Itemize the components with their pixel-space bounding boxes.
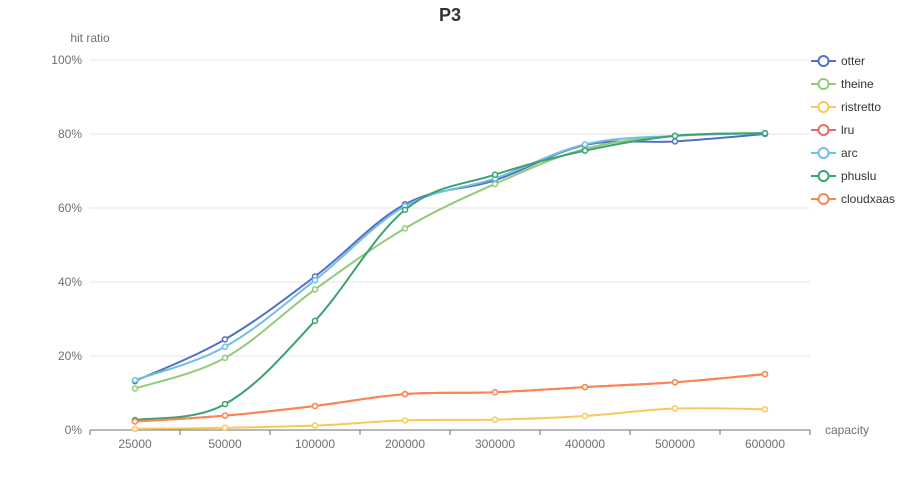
legend-item-theine[interactable]: theine: [811, 77, 874, 91]
data-point-arc[interactable]: [311, 276, 319, 284]
y-tick-label: 60%: [58, 201, 82, 215]
data-point-cloudxaas[interactable]: [581, 383, 589, 391]
data-point-ristretto[interactable]: [671, 405, 679, 412]
legend-marker-icon: [817, 147, 830, 159]
legend-item-lru[interactable]: lru: [811, 123, 854, 137]
legend-item-cloudxaas[interactable]: cloudxaas: [811, 192, 895, 206]
data-point-theine[interactable]: [311, 286, 319, 293]
legend-item-arc[interactable]: arc: [811, 146, 858, 160]
legend-marker-icon: [817, 124, 830, 136]
y-tick-label: 40%: [58, 275, 82, 289]
y-tick-label: 100%: [51, 53, 82, 67]
data-point-arc[interactable]: [131, 376, 139, 384]
data-point-cloudxaas[interactable]: [311, 402, 319, 410]
series-line-arc: [134, 132, 766, 381]
x-tick-label: 300000: [475, 437, 515, 451]
series-theine: [131, 129, 769, 392]
legend-marker-icon: [817, 193, 830, 205]
series-arc: [131, 130, 769, 384]
data-point-theine[interactable]: [221, 354, 229, 362]
legend-item-otter[interactable]: otter: [811, 54, 865, 68]
legend-item-phuslu[interactable]: phuslu: [811, 169, 876, 183]
legend-marker-icon: [817, 78, 830, 90]
data-point-phuslu[interactable]: [581, 147, 589, 154]
x-tick-label: 400000: [565, 437, 605, 451]
series-line-theine: [134, 131, 766, 390]
legend-label: otter: [841, 54, 865, 68]
data-point-cloudxaas[interactable]: [401, 390, 409, 398]
legend-label: ristretto: [841, 100, 881, 114]
data-point-ristretto[interactable]: [131, 425, 139, 433]
data-point-phuslu[interactable]: [491, 171, 499, 178]
y-tick-label: 20%: [58, 349, 82, 363]
data-point-theine[interactable]: [491, 180, 499, 188]
chart-title: P3: [439, 5, 461, 25]
y-tick-label: 80%: [58, 127, 82, 141]
data-point-cloudxaas[interactable]: [671, 379, 679, 386]
legend-label: lru: [841, 123, 854, 137]
x-tick-label: 50000: [208, 437, 242, 451]
data-point-phuslu[interactable]: [311, 317, 319, 325]
data-point-arc[interactable]: [581, 141, 589, 148]
legend-label: phuslu: [841, 169, 876, 183]
data-point-ristretto[interactable]: [311, 422, 319, 429]
x-tick-label: 500000: [655, 437, 695, 451]
grid: [90, 59, 810, 357]
x-tick-label: 25000: [118, 437, 152, 451]
data-point-cloudxaas[interactable]: [491, 389, 499, 396]
y-axis-label: hit ratio: [70, 31, 110, 45]
series-ristretto: [131, 405, 769, 433]
data-point-phuslu[interactable]: [671, 132, 679, 140]
x-tick-label: 100000: [295, 437, 335, 451]
data-point-cloudxaas[interactable]: [131, 418, 139, 425]
data-point-theine[interactable]: [401, 225, 409, 232]
y-tick-label: 0%: [65, 423, 83, 437]
x-axis-label: capacity: [825, 423, 869, 437]
series-lines: [131, 129, 769, 433]
legend-label: arc: [841, 146, 858, 160]
data-point-phuslu[interactable]: [761, 130, 769, 137]
data-point-phuslu[interactable]: [221, 400, 229, 408]
axes: 0% 20% 40% 60% 80% 100% 25000 50000 100000 200000…: [51, 53, 811, 451]
data-point-ristretto[interactable]: [581, 412, 589, 420]
series-line-cloudxaas: [134, 373, 766, 423]
data-point-otter[interactable]: [671, 138, 679, 145]
data-point-ristretto[interactable]: [221, 424, 229, 432]
legend-marker-icon: [817, 170, 830, 182]
legend-item-ristretto[interactable]: ristretto: [811, 100, 881, 114]
x-tick-label: 600000: [745, 437, 785, 451]
data-point-cloudxaas[interactable]: [221, 412, 229, 419]
data-point-otter[interactable]: [221, 336, 229, 343]
series-line-phuslu: [134, 132, 766, 421]
legend-label: theine: [841, 77, 874, 91]
legend[interactable]: otter theine ristretto lru arc phuslu cloudxaa…: [811, 54, 895, 206]
data-point-cloudxaas[interactable]: [761, 370, 769, 378]
series-line-ristretto: [134, 407, 766, 430]
data-point-phuslu[interactable]: [401, 206, 409, 214]
series-phuslu: [131, 130, 769, 424]
data-point-ristretto[interactable]: [401, 417, 409, 424]
data-point-ristretto[interactable]: [491, 416, 499, 423]
data-point-theine[interactable]: [131, 385, 139, 392]
legend-marker-icon: [817, 101, 830, 113]
x-tick-label: 200000: [385, 437, 425, 451]
legend-label: cloudxaas: [841, 192, 895, 206]
data-point-arc[interactable]: [221, 343, 229, 350]
legend-marker-icon: [817, 55, 830, 67]
data-point-ristretto[interactable]: [761, 406, 769, 413]
series-cloudxaas: [131, 370, 769, 425]
